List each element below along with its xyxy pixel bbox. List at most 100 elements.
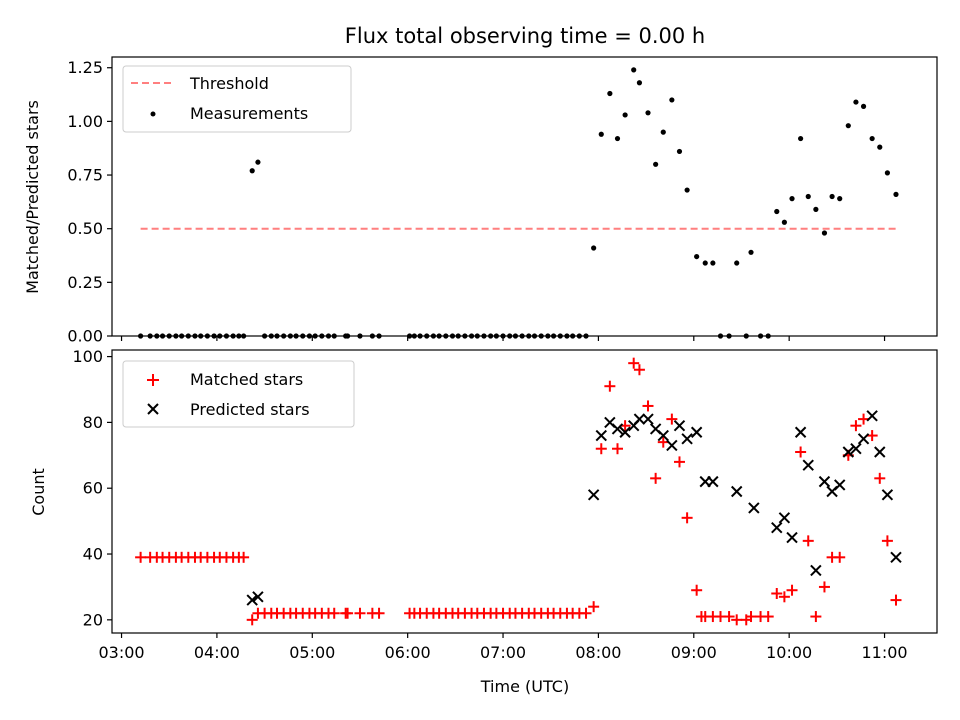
threshold-legend-label: Threshold: [189, 74, 269, 93]
measurements-point: [369, 333, 375, 339]
measurements-point: [717, 333, 724, 339]
predicted-stars-point: [818, 475, 831, 488]
predicted-stars-point: [673, 419, 686, 432]
y-tick-label: 40: [83, 545, 103, 564]
matched-stars-point: [611, 443, 623, 455]
x-tick-label: 10:00: [766, 643, 812, 662]
predicted-stars-point: [881, 489, 894, 501]
matched-stars-point: [373, 607, 385, 619]
matched-stars-point: [762, 611, 774, 623]
predicted-stars-point: [595, 429, 607, 442]
measurements-point: [564, 333, 570, 339]
matched-stars-point: [666, 413, 678, 425]
measurements-point: [531, 333, 538, 339]
measurements-point: [211, 333, 217, 339]
measurements-point: [159, 333, 166, 339]
predicted-legend-label: Predicted stars: [190, 400, 310, 419]
measurements-point: [493, 333, 499, 339]
matched-stars-point: [810, 611, 822, 623]
measurements-point: [192, 333, 198, 339]
measurements-point: [550, 333, 557, 339]
measurements-point: [519, 333, 525, 339]
measurements-point: [860, 103, 867, 109]
measurements-point: [268, 333, 274, 339]
matched-stars-point: [866, 430, 878, 442]
predicted-stars-point: [810, 564, 822, 577]
measurements-point: [300, 333, 306, 339]
measurements-point: [179, 333, 185, 339]
measurements-point: [319, 333, 325, 339]
measurements-point: [884, 170, 891, 176]
measurements-point: [636, 80, 643, 86]
bottom-panel-xticks: 03:00 04:00 05:00 06:00 07:00 08:00 09:00 10:00…: [98, 633, 908, 662]
matched-stars-point: [328, 607, 340, 619]
measurements-point: [223, 333, 230, 339]
x-tick-label: 05:00: [289, 643, 335, 662]
matched-stars-point: [890, 594, 902, 606]
measurements-point: [805, 193, 811, 200]
measurements-point: [241, 333, 247, 339]
matched-legend-marker: [147, 374, 159, 386]
measurements-point: [154, 333, 160, 339]
predicted-stars-point: [252, 591, 264, 603]
predicted-stars-point: [850, 443, 862, 455]
matched-stars-point: [604, 380, 616, 392]
predicted-stars-point: [834, 479, 846, 491]
measurements-point: [684, 187, 690, 193]
measurements-point: [837, 196, 843, 202]
measurements-point: [249, 168, 255, 174]
matched-stars-point: [691, 584, 703, 596]
predicted-stars-point: [794, 426, 807, 438]
measurements-point: [853, 99, 859, 105]
measurements-point: [702, 260, 708, 266]
measurements-point: [726, 333, 732, 339]
measurements-point: [765, 333, 771, 339]
matched-stars-point: [778, 591, 790, 603]
measurements-point: [614, 135, 621, 142]
predicted-stars-point: [778, 512, 791, 524]
measurements-point: [869, 135, 875, 142]
top-panel-ylabel: Matched/Predicted stars: [23, 100, 42, 294]
measurements-point: [449, 333, 456, 339]
x-tick-label: 08:00: [575, 643, 621, 662]
measurements-point: [357, 333, 363, 339]
matched-stars-point: [818, 581, 830, 593]
predicted-stars-point: [587, 489, 600, 501]
matched-stars-point: [246, 614, 258, 626]
measurements-point: [166, 333, 172, 339]
measurements-point: [281, 333, 287, 339]
x-tick-label: 09:00: [671, 643, 717, 662]
measurements-point: [262, 333, 268, 339]
bottom-panel-legend: Matched stars Predicted stars: [122, 360, 355, 428]
matched-stars-point: [881, 535, 893, 547]
measurements-point: [411, 333, 417, 339]
measurements-point: [598, 131, 604, 137]
top-panel: 0.00 0.25 0.50 0.75 1.00 1.25 Matched/Predict…: [23, 56, 938, 346]
measurements-point: [781, 219, 787, 225]
y-tick-label: 1.25: [67, 58, 103, 77]
measurements-point: [669, 97, 675, 103]
measurements-point: [653, 161, 659, 167]
measurements-point: [748, 249, 754, 255]
legend-box: [122, 65, 352, 133]
measurements-point: [813, 206, 819, 212]
x-tick-label: 06:00: [385, 643, 431, 662]
measurements-point: [430, 333, 437, 339]
predicted-stars-point: [731, 485, 743, 498]
top-panel-legend: Threshold Measurements: [122, 65, 352, 133]
y-tick-label: 20: [83, 610, 103, 629]
measurements-point: [660, 129, 666, 135]
measurements-point: [570, 333, 576, 339]
measurements-point: [591, 245, 597, 251]
measurements-point: [406, 333, 413, 339]
matched-stars-point: [633, 364, 645, 376]
y-tick-label: 60: [83, 479, 103, 498]
x-tick-label: 07:00: [480, 643, 526, 662]
y-tick-label: 0.00: [67, 327, 103, 346]
measurements-point: [436, 333, 442, 339]
measurements-point: [325, 333, 332, 339]
measurements-point: [344, 333, 351, 339]
matched-stars-point: [723, 611, 735, 623]
matched-stars-point: [786, 584, 798, 596]
